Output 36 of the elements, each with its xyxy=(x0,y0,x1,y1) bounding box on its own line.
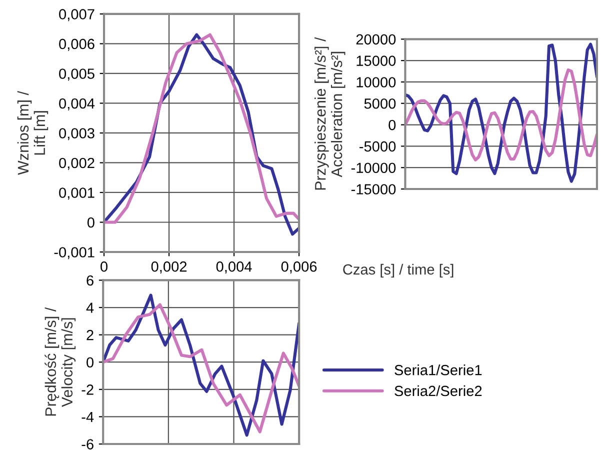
y-axis-title: Prędkość [m/s] / Velocity [m/s] xyxy=(44,307,76,416)
y-tick-label: 0,005 xyxy=(59,68,94,81)
y-tick-label: 0 xyxy=(388,120,396,130)
x-tick-label: 0,004 xyxy=(216,261,252,274)
legend-label: Seria1/Serie1 xyxy=(394,364,482,376)
line-series xyxy=(405,42,597,183)
x-tick-label: 0,002 xyxy=(151,261,187,274)
y-tick-label: 0,006 xyxy=(59,38,94,51)
y-tick-label: 0 xyxy=(87,217,94,228)
y-tick-label: 0 xyxy=(86,357,94,368)
line-series xyxy=(405,68,597,162)
y-tick-label: -2 xyxy=(82,384,94,395)
y-tick-label: 0,003 xyxy=(59,128,94,140)
legend-label: Seria2/Serie2 xyxy=(394,385,482,396)
y-tick-label: 5000 xyxy=(364,98,396,109)
y-tick-label: 6 xyxy=(86,275,94,286)
x-axis-title: Czas [s] / time [s] xyxy=(343,264,454,278)
x-tick-label: 0,006 xyxy=(281,261,317,274)
y-tick-label: -10000 xyxy=(351,162,396,174)
x-tick-label: 0 xyxy=(100,261,108,272)
y-tick-label: 0,002 xyxy=(59,158,94,170)
y-tick-label: 0,007 xyxy=(59,9,94,22)
y-tick-label: 15000 xyxy=(356,56,396,66)
y-tick-label: -0,001 xyxy=(54,247,94,260)
y-tick-label: 10000 xyxy=(356,77,396,88)
y-tick-label: -6 xyxy=(82,439,94,450)
y-tick-label: 0,004 xyxy=(59,98,95,110)
y-axis-title: Wznios [m] / Lift [m] xyxy=(17,90,48,175)
y-tick-label: 20000 xyxy=(356,34,396,45)
y-tick-label: -4 xyxy=(82,412,94,422)
y-tick-label: -5000 xyxy=(360,141,396,152)
y-tick-label: 0,001 xyxy=(59,188,94,200)
y-axis-title: Przyspieszenie [m/s²] / Acceleration [m/s²] xyxy=(314,37,346,190)
y-tick-label: 4 xyxy=(86,302,94,313)
y-tick-label: 2 xyxy=(86,330,94,340)
y-tick-label: -15000 xyxy=(351,184,396,194)
